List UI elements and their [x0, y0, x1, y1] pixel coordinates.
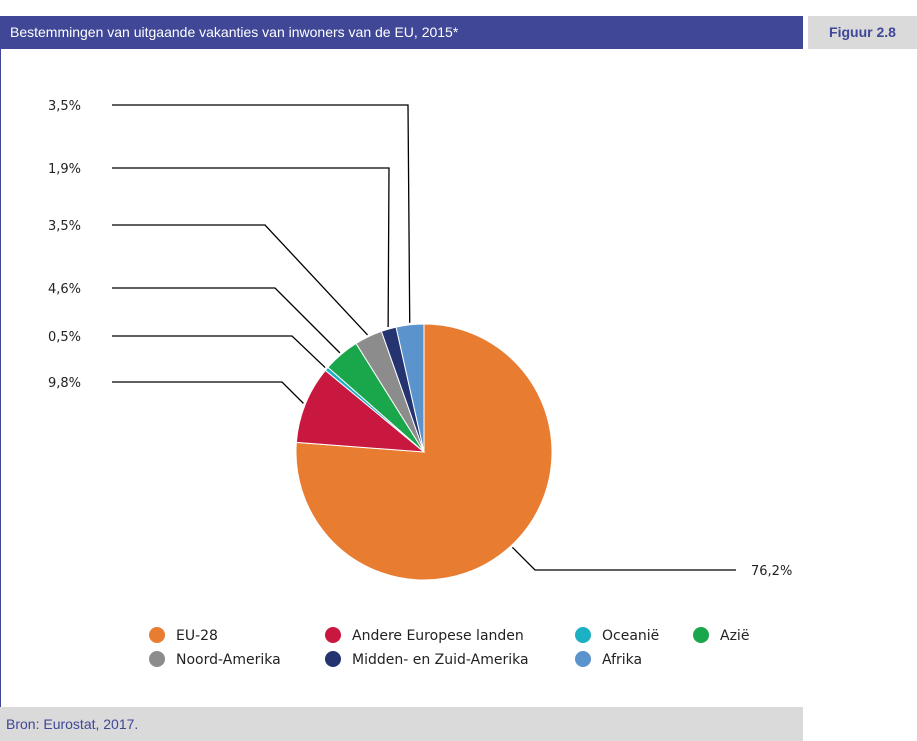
leader-lines — [112, 104, 736, 571]
legend-marker-noord-amerika — [149, 651, 165, 667]
leader-line-midden-en-zuid-amerika — [112, 167, 390, 328]
legend-label-andere-europese-landen: Andere Europese landen — [352, 628, 524, 644]
legend-marker-oceanie — [575, 627, 591, 643]
data-label-andere-europese-landen: 9,8% — [48, 376, 81, 391]
figure-label: Figuur 2.8 — [808, 16, 917, 49]
data-label-oceanie: 0,5% — [48, 330, 81, 345]
legend-marker-andere-europese-landen — [325, 627, 341, 643]
source-note: Bron: Eurostat, 2017. — [0, 707, 803, 741]
leader-line-noord-amerika — [112, 224, 369, 336]
leader-line-andere-europese-landen — [112, 381, 304, 404]
legend-marker-afrika — [575, 651, 591, 667]
legend-marker-midden-en-zuid-amerika — [325, 651, 341, 667]
pie-slice-andere-europese-landen — [295, 369, 426, 453]
data-label-afrika: 3,5% — [48, 99, 81, 114]
legend-label-oceanie: Oceanië — [602, 628, 659, 644]
leader-line-oceanie — [112, 335, 326, 369]
data-label-azie: 4,6% — [48, 282, 81, 297]
legend-marker-azie — [693, 627, 709, 643]
legend-label-midden-en-zuid-amerika: Midden- en Zuid-Amerika — [352, 652, 529, 668]
leader-line-afrika — [112, 104, 411, 323]
legend-label-afrika: Afrika — [602, 652, 642, 668]
leader-line-eu-28 — [511, 546, 736, 571]
data-label-midden-en-zuid-amerika: 1,9% — [48, 162, 81, 177]
pie-slice-afrika — [395, 323, 425, 453]
leader-line-azie — [112, 287, 341, 354]
pie-slice-eu-28 — [295, 323, 553, 581]
data-label-noord-amerika: 3,5% — [48, 219, 81, 234]
pie-slices — [295, 323, 553, 581]
chart-title: Bestemmingen van uitgaande vakanties van… — [0, 16, 803, 49]
legend-label-noord-amerika: Noord-Amerika — [176, 652, 281, 668]
data-label-eu-28: 76,2% — [751, 564, 792, 579]
data-labels: 3,5% 1,9% 3,5% 4,6% 0,5% 9,8% 76,2% — [48, 99, 792, 579]
legend: EU-28 Andere Europese landen Oceanië Azië No… — [149, 627, 749, 668]
legend-marker-eu-28 — [149, 627, 165, 643]
legend-label-eu-28: EU-28 — [176, 628, 218, 644]
legend-label-azie: Azië — [720, 628, 749, 644]
left-border — [0, 49, 1, 707]
